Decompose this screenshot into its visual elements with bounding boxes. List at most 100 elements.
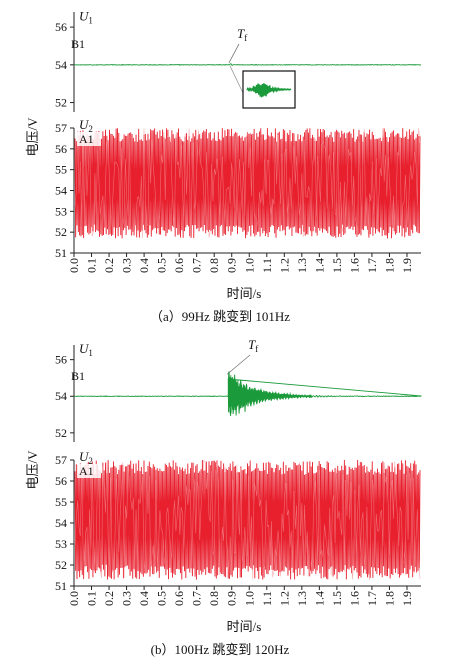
event-leader-line xyxy=(228,43,240,64)
top-signal-trace xyxy=(73,371,423,417)
x-tick-label: 1.9 xyxy=(400,258,414,273)
bottom-signal-sub: 2 xyxy=(88,124,93,134)
x-tick-label: 1.1 xyxy=(260,258,274,273)
bottom-signal-trace-overlay xyxy=(74,128,421,239)
bottom-channel-label-bg xyxy=(77,464,101,478)
x-tick-label: 1.5 xyxy=(330,258,344,273)
x-tick-label: 0.1 xyxy=(85,258,99,273)
top-channel-label: B1 xyxy=(71,369,85,383)
event-name: T xyxy=(248,337,256,352)
x-tick-label: 1.1 xyxy=(260,591,274,606)
event-sub: f xyxy=(255,344,258,354)
event-sub: f xyxy=(244,33,247,43)
bottom-y-tick-label: 52 xyxy=(55,558,67,572)
top-signal-sub: 1 xyxy=(88,348,93,358)
bottom-y-tick-label: 56 xyxy=(55,474,67,488)
event-name: T xyxy=(237,26,245,41)
inset-leader-line xyxy=(229,65,244,94)
bottom-y-tick-label: 51 xyxy=(55,246,67,260)
x-tick-label: 0.9 xyxy=(225,591,239,606)
x-tick-label: 1.0 xyxy=(242,258,256,273)
top-y-tick-label: 56 xyxy=(55,20,67,34)
bottom-y-tick-label: 52 xyxy=(55,225,67,239)
event-label: Tf xyxy=(237,26,247,43)
x-tick-label: 1.7 xyxy=(365,258,379,273)
x-tick-label: 1.8 xyxy=(383,258,397,273)
bottom-signal-name: U xyxy=(79,449,90,464)
bottom-signal-trace xyxy=(74,128,421,239)
top-signal-trace xyxy=(73,63,422,67)
x-tick-label: 1.3 xyxy=(295,258,309,273)
x-tick-label: 0.2 xyxy=(102,258,116,273)
bottom-y-tick-label: 53 xyxy=(55,537,67,551)
top-signal-name: U xyxy=(79,8,90,23)
x-axis-label: 时间/s xyxy=(227,619,262,634)
top-y-tick-label: 52 xyxy=(55,426,67,440)
x-tick-label: 0.7 xyxy=(190,258,204,273)
top-y-tick-label: 56 xyxy=(55,353,67,367)
bottom-channel-label: A1 xyxy=(79,132,94,146)
y-axis-label: 电压/V xyxy=(25,450,40,490)
x-tick-label: 0.6 xyxy=(172,591,186,606)
x-tick-label: 0.1 xyxy=(85,591,99,606)
x-tick-label: 0.2 xyxy=(102,591,116,606)
x-tick-label: 0.5 xyxy=(155,591,169,606)
top-signal-sub: 1 xyxy=(88,15,93,25)
x-tick-label: 1.2 xyxy=(277,258,291,273)
zoom-inset-trace xyxy=(246,83,292,98)
bottom-y-tick-label: 55 xyxy=(55,163,67,177)
x-tick-label: 0.3 xyxy=(120,591,134,606)
bottom-signal-sub: 2 xyxy=(88,456,93,466)
bottom-signal-trace-overlay xyxy=(74,459,421,580)
y-axis-label: 电压/V xyxy=(25,117,40,157)
top-y-tick-label: 54 xyxy=(55,58,67,72)
top-y-tick-label: 54 xyxy=(55,389,67,403)
bottom-y-tick-label: 57 xyxy=(55,121,67,135)
bottom-y-tick-label: 54 xyxy=(55,516,67,530)
x-tick-label: 1.9 xyxy=(400,591,414,606)
top-signal-label: U1 xyxy=(79,8,93,25)
x-tick-label: 1.4 xyxy=(312,591,326,606)
x-tick-label: 1.7 xyxy=(365,591,379,606)
panel-caption: (b）100Hz 跳变到 120Hz xyxy=(151,642,290,657)
bottom-signal-trace xyxy=(74,460,421,580)
x-tick-label: 0.8 xyxy=(207,591,221,606)
bottom-signal-name: U xyxy=(79,117,90,132)
x-tick-label: 1.8 xyxy=(383,591,397,606)
x-tick-label: 0.6 xyxy=(172,258,186,273)
x-tick-label: 1.0 xyxy=(242,591,256,606)
bottom-channel-label-bg xyxy=(77,132,101,146)
x-tick-label: 0.3 xyxy=(120,258,134,273)
panel-caption: （a）99Hz 跳变到 101Hz xyxy=(150,309,290,324)
x-tick-label: 1.3 xyxy=(295,591,309,606)
bottom-channel-label: A1 xyxy=(79,464,94,478)
x-tick-label: 1.2 xyxy=(277,591,291,606)
x-tick-label: 0.8 xyxy=(207,258,221,273)
bottom-y-tick-label: 54 xyxy=(55,184,67,198)
x-tick-label: 1.5 xyxy=(330,591,344,606)
x-tick-label: 1.6 xyxy=(347,258,361,273)
x-axis-label: 时间/s xyxy=(227,286,262,301)
bottom-signal-label: U2 xyxy=(79,117,93,134)
x-tick-label: 0.4 xyxy=(137,591,151,606)
top-signal-label: U1 xyxy=(79,341,93,358)
bottom-y-tick-label: 53 xyxy=(55,204,67,218)
x-tick-label: 0.0 xyxy=(67,591,81,606)
x-tick-label: 0.4 xyxy=(137,258,151,273)
top-signal-name: U xyxy=(79,341,90,356)
bottom-y-tick-label: 56 xyxy=(55,142,67,156)
bottom-y-tick-label: 57 xyxy=(55,453,67,467)
x-tick-label: 0.7 xyxy=(190,591,204,606)
top-channel-label: B1 xyxy=(71,37,85,51)
x-tick-label: 1.4 xyxy=(312,258,326,273)
event-label: Tf xyxy=(248,337,258,354)
bottom-signal-label: U2 xyxy=(79,449,93,466)
top-y-tick-label: 52 xyxy=(55,96,67,110)
event-leader-line xyxy=(226,354,251,375)
x-tick-label: 0.9 xyxy=(225,258,239,273)
x-tick-label: 0.0 xyxy=(67,258,81,273)
x-tick-label: 1.6 xyxy=(347,591,361,606)
